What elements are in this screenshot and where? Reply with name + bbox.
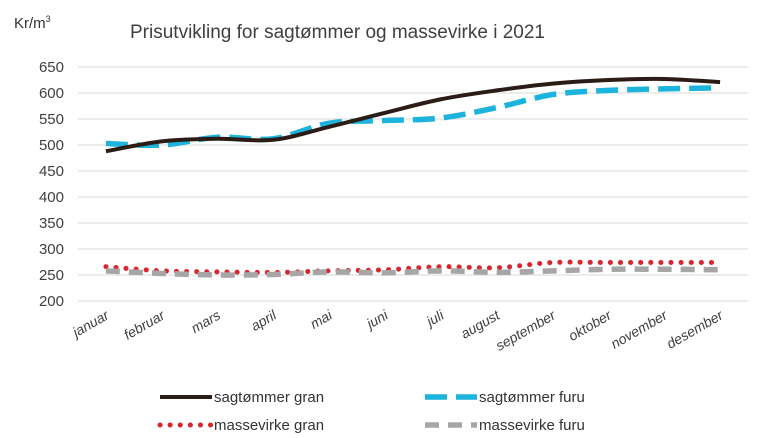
y-tick-label: 250: [39, 267, 64, 284]
x-tick-label: august: [458, 306, 503, 341]
y-tick-label: 550: [39, 111, 64, 128]
gridlines: [78, 66, 748, 302]
y-tick-label: 600: [39, 85, 64, 102]
y-tick-label: 400: [39, 189, 64, 206]
series-lines: [103, 76, 723, 278]
y-tick-label: 300: [39, 241, 64, 258]
series-line-2: [105, 85, 721, 148]
y-tick-label: 450: [39, 163, 64, 180]
x-tick-label: mars: [188, 307, 223, 336]
x-axis-ticks: januar februar mars april mai juni juli augusts…: [68, 306, 727, 354]
x-tick-label: mai: [307, 306, 335, 332]
series-line-1: [105, 76, 721, 154]
x-tick-label: april: [248, 306, 280, 334]
x-tick-label: juni: [362, 306, 391, 332]
y-unit-label: Kr/m3: [14, 14, 51, 32]
legend-label: massevirke furu: [479, 417, 585, 434]
legend-label: massevirke gran: [214, 417, 324, 434]
x-tick-label: september: [493, 306, 559, 354]
x-tick-label: november: [608, 306, 671, 352]
y-tick-label: 350: [39, 215, 64, 232]
x-tick-label: februar: [121, 306, 169, 343]
x-tick-label: desember: [664, 306, 727, 352]
x-tick-label: januar: [68, 306, 113, 341]
y-tick-label: 500: [39, 137, 64, 154]
y-tick-label: 650: [39, 59, 64, 76]
y-tick-label: 200: [39, 293, 64, 310]
y-axis-ticks: 650 600 550 500 450 400 350 300 250 200: [39, 59, 64, 310]
x-tick-label: juli: [422, 306, 447, 330]
legend: sagtømmer gran sagtømmer furu massevirke g…: [157, 389, 585, 434]
series-line-4: [105, 266, 721, 278]
chart-title: Prisutvikling for sagtømmer og massevirk…: [130, 22, 545, 43]
legend-label: sagtømmer gran: [214, 389, 324, 406]
legend-label: sagtømmer furu: [479, 389, 585, 406]
